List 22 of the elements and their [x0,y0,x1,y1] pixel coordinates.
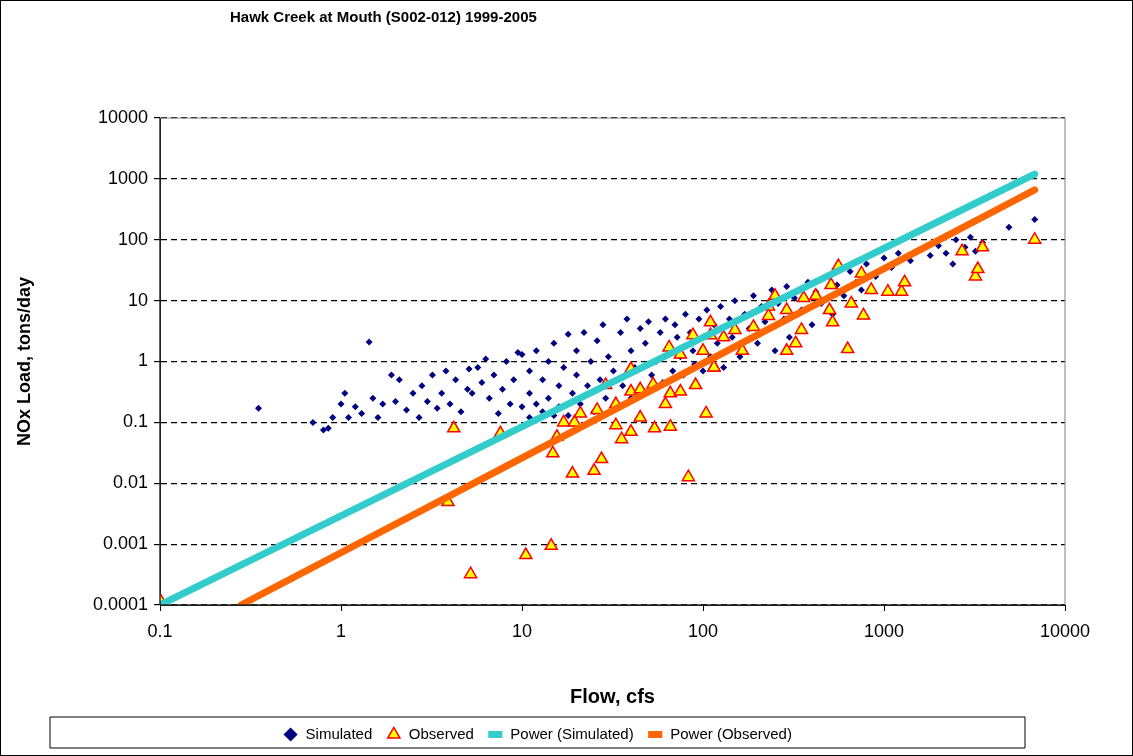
legend-label: Observed [408,724,474,742]
x-tick-label: 1 [335,620,347,641]
x-tick-label: 100 [687,620,719,641]
y-tick-label: 10000 [97,106,148,127]
x-tick-label: 10 [511,620,533,641]
legend-label: Power (Simulated) [510,724,634,742]
y-tick-label: 0.01 [112,472,148,493]
x-tick-label: 0.1 [147,620,173,641]
y-axis-title: NOx Load, tons/day [13,276,34,447]
chart-title: Hawk Creek at Mouth (S002-012) 1999-2005 [230,8,537,25]
y-tick-label: 0.1 [122,411,148,432]
y-tick-label: 1000 [107,167,148,188]
x-tick-label: 1000 [863,620,905,641]
y-tick-label: 0.0001 [92,593,148,614]
legend-label: Power (Observed) [670,724,792,742]
y-tick-label: 10 [127,289,148,310]
x-axis-title: Flow, cfs [570,684,655,707]
y-tick-label: 100 [117,228,148,249]
y-tick-label: 1 [137,350,148,371]
y-tick-label: 0.001 [102,533,148,554]
legend-label: Simulated [305,724,373,742]
x-tick-label: 10000 [1039,620,1091,641]
